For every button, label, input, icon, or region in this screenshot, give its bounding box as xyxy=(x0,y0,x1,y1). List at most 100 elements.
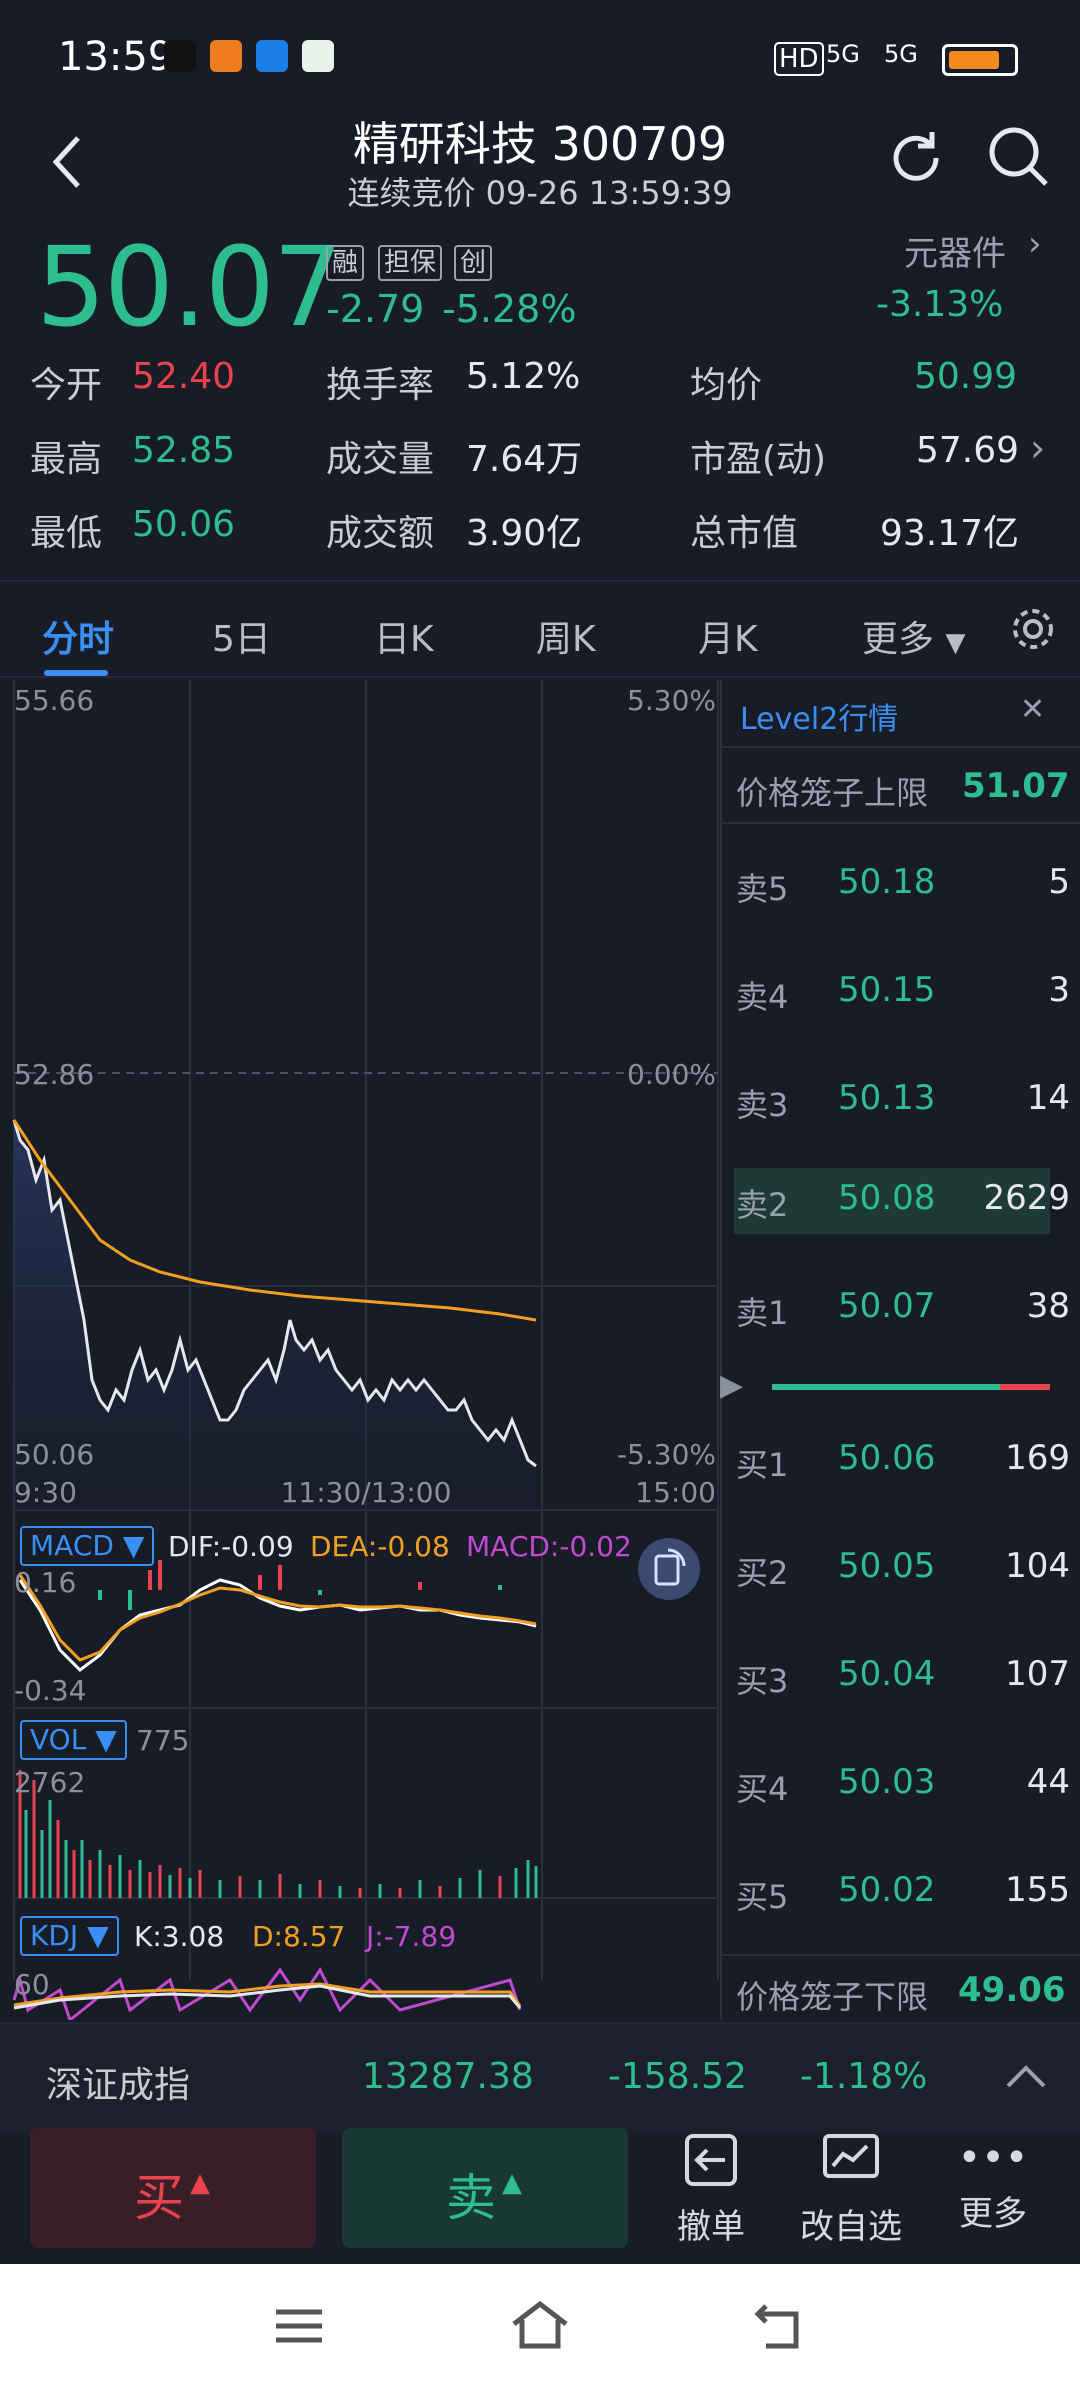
ask-row[interactable]: 卖5 50.18 5 xyxy=(720,860,1080,910)
index-name: 深证成指 xyxy=(46,2065,191,2106)
macd-dea-line xyxy=(18,1574,537,1662)
macd-selector[interactable]: MACD ▼ xyxy=(20,1526,155,1566)
back-nav-icon[interactable] xyxy=(754,2302,804,2350)
axis-time-mid: 11:30/13:00 xyxy=(281,1476,452,1509)
battery-icon xyxy=(942,44,1018,76)
menu-icon[interactable] xyxy=(274,2306,324,2346)
cancel-order-button[interactable]: 撤单 xyxy=(646,2130,776,2248)
vol-selector[interactable]: VOL ▼ xyxy=(20,1720,127,1760)
ask-label: 卖3 xyxy=(736,1086,789,1124)
kdj-d-line xyxy=(13,1982,522,2007)
chart-period-tabs: 分时 5日 日K 周K 月K 更多 ▼ xyxy=(0,580,1080,678)
index-ticker-bar[interactable]: 深证成指 13287.38 -158.52 -1.18% xyxy=(0,2022,1080,2134)
kdj-j-value: J:-7.89 xyxy=(366,1920,457,1953)
status-time: 13:59 xyxy=(58,34,174,80)
axis-time-start: 9:30 xyxy=(14,1476,77,1509)
watchlist-icon xyxy=(823,2134,879,2178)
bid-qty: 169 xyxy=(1005,1438,1070,1478)
axis-pct-top: 5.30% xyxy=(627,684,716,717)
chevron-right-icon: › xyxy=(1028,224,1042,264)
margin-tag: 融 xyxy=(326,245,365,281)
ask-row[interactable]: 卖4 50.15 3 xyxy=(720,968,1080,1018)
ask-qty: 3 xyxy=(1048,970,1070,1010)
bid-ask-ratio-bar xyxy=(772,1384,1000,1390)
tab-more-label: 更多 xyxy=(862,619,935,660)
bid-label: 买1 xyxy=(736,1446,789,1484)
tab-monthly-k[interactable]: 月K xyxy=(698,619,758,660)
triangle-right-icon: ▶ xyxy=(720,1368,744,1403)
volume-bars xyxy=(18,1770,538,1898)
kdj-selector-label: KDJ xyxy=(30,1919,79,1952)
ask-label: 卖5 xyxy=(736,870,789,908)
bid-price: 50.04 xyxy=(838,1654,936,1694)
home-icon[interactable] xyxy=(510,2300,570,2350)
chinext-tag: 创 xyxy=(454,245,493,281)
ask-row[interactable]: 卖1 50.07 38 xyxy=(720,1284,1080,1334)
axis-price-mid: 52.86 xyxy=(14,1058,94,1091)
chevron-right-icon[interactable]: › xyxy=(1030,426,1046,470)
close-icon[interactable]: ✕ xyxy=(1020,692,1046,727)
index-value: 13287.38 xyxy=(362,2056,534,2097)
axis-time-end: 15:00 xyxy=(635,1476,716,1509)
bid-price: 50.02 xyxy=(838,1870,936,1910)
intraday-chart[interactable]: 55.66 5.30% 52.86 0.00% 50.06 -5.30% 9:3… xyxy=(0,680,720,2023)
tab-5day[interactable]: 5日 xyxy=(212,619,271,660)
stat-label: 总市值 xyxy=(690,513,799,554)
ask-label: 卖2 xyxy=(736,1186,789,1224)
index-change-pct: -1.18% xyxy=(800,2056,928,2097)
vol-axis-max: 2762 xyxy=(14,1766,85,1799)
bid-row[interactable]: 买2 50.05 104 xyxy=(720,1544,1080,1594)
tab-more[interactable]: 更多 ▼ xyxy=(862,610,965,662)
stat-label: 成交额 xyxy=(326,513,435,554)
kdj-j-line xyxy=(12,1967,522,2023)
ask-label: 卖1 xyxy=(736,1294,789,1332)
bid-row[interactable]: 买3 50.04 107 xyxy=(720,1652,1080,1702)
upper-limit-value: 51.07 xyxy=(962,766,1070,806)
bid-label: 买3 xyxy=(736,1662,789,1700)
stock-title: 精研科技 300709 xyxy=(352,117,728,171)
refresh-button[interactable] xyxy=(884,126,948,190)
tab-intraday[interactable]: 分时 xyxy=(42,619,115,660)
ask-qty: 38 xyxy=(1026,1286,1070,1326)
ask-price: 50.13 xyxy=(838,1078,936,1118)
back-button[interactable] xyxy=(40,120,100,200)
signal-icon: 5G xyxy=(826,40,860,68)
more-label: 更多 xyxy=(959,2194,1027,2234)
chevron-up-icon[interactable] xyxy=(1004,2062,1048,2092)
stat-label: 均价 xyxy=(690,365,763,406)
sell-button[interactable]: 卖 ▲ xyxy=(342,2128,628,2248)
bid-ask-ratio-bar-red xyxy=(1000,1384,1050,1390)
ask-row[interactable]: 卖2 50.08 2629 xyxy=(720,1176,1080,1226)
tab-weekly-k[interactable]: 周K xyxy=(536,619,596,660)
sector-change-pct: -3.13% xyxy=(876,284,1004,325)
ask-row[interactable]: 卖3 50.13 14 xyxy=(720,1076,1080,1126)
triangle-down-icon: ▼ xyxy=(945,628,966,658)
search-button[interactable] xyxy=(984,122,1054,192)
bid-label: 买5 xyxy=(736,1878,789,1916)
macd-dif-value: DIF:-0.09 xyxy=(168,1530,294,1563)
triangle-down-icon: ▼ xyxy=(122,1529,145,1562)
stat-value-avg: 50.99 xyxy=(914,356,1018,397)
bid-row[interactable]: 买5 50.02 155 xyxy=(720,1868,1080,1918)
bid-price: 50.03 xyxy=(838,1762,936,1802)
stat-label: 最高 xyxy=(30,439,103,480)
app-notification-icon xyxy=(302,40,334,72)
sector-link[interactable]: 元器件 › -3.13% xyxy=(876,220,1060,330)
edit-watchlist-button[interactable]: 改自选 xyxy=(786,2130,916,2248)
stat-label: 最低 xyxy=(30,513,103,554)
ask-price: 50.15 xyxy=(838,970,936,1010)
bid-row[interactable]: 买4 50.03 44 xyxy=(720,1760,1080,1810)
ask-qty: 5 xyxy=(1048,862,1070,902)
buy-button[interactable]: 买 ▲ xyxy=(30,2128,316,2248)
settings-button[interactable] xyxy=(1008,604,1058,658)
tab-daily-k[interactable]: 日K xyxy=(374,619,434,660)
macd-axis-top: 0.16 xyxy=(14,1566,76,1599)
tiktok-icon xyxy=(164,40,196,72)
more-button[interactable]: ••• 更多 xyxy=(928,2130,1058,2235)
signal-icon: 5G xyxy=(884,40,918,68)
kdj-selector[interactable]: KDJ ▼ xyxy=(20,1916,119,1956)
stat-value-low: 50.06 xyxy=(132,504,236,545)
macd-axis-bottom: -0.34 xyxy=(14,1674,86,1707)
rotate-landscape-button[interactable] xyxy=(638,1538,700,1600)
bid-row[interactable]: 买1 50.06 169 xyxy=(720,1436,1080,1486)
